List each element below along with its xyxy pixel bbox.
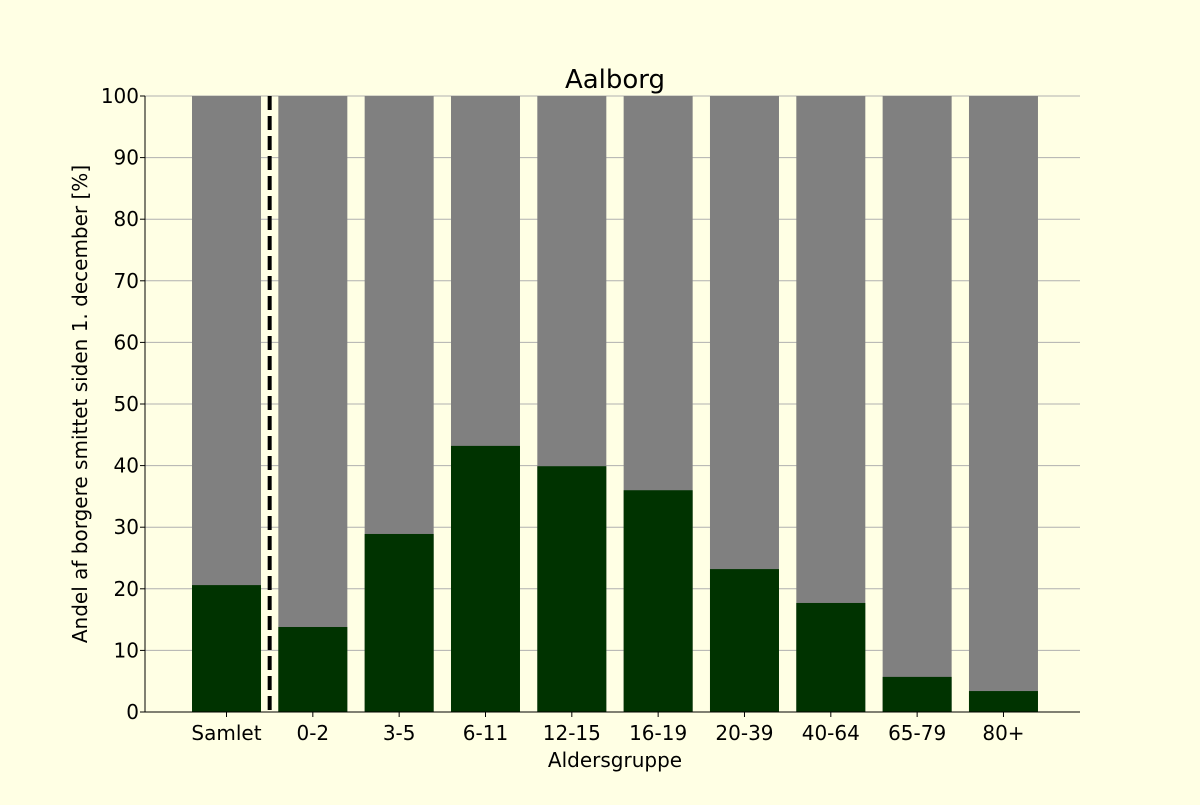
bar-total	[968, 96, 1038, 712]
bar-total	[278, 96, 348, 712]
y-tick-label: 0	[126, 700, 139, 724]
x-tick-label: 65-79	[888, 721, 946, 745]
chart-title: Aalborg	[565, 65, 665, 95]
y-tick-label: 70	[114, 269, 139, 293]
x-tick-label: 0-2	[296, 721, 329, 745]
x-tick-label: 12-15	[543, 721, 601, 745]
bar-infected	[796, 602, 866, 712]
bar-infected	[882, 676, 952, 712]
bar-infected	[968, 691, 1038, 712]
x-axis-label: Aldersgruppe	[548, 748, 682, 772]
bar-total	[882, 96, 952, 712]
bar-infected	[192, 585, 261, 712]
bar-infected	[709, 569, 779, 712]
y-tick-labels: 0 10 20 30 40 50 60 70 80 90 100	[101, 84, 145, 724]
x-tick-labels: Samlet 0-2 3-5 6-11 12-15 16-19 20-39 40-64 65-7…	[191, 712, 1025, 745]
bar-infected	[450, 445, 520, 712]
x-tick-label: 20-39	[715, 721, 773, 745]
bar-infected	[623, 490, 693, 712]
x-tick-label: 6-11	[463, 721, 508, 745]
y-tick-label: 20	[114, 577, 139, 601]
x-tick-label: Samlet	[191, 721, 261, 745]
x-tick-label: 16-19	[629, 721, 687, 745]
y-tick-label: 40	[114, 454, 139, 478]
y-tick-label: 80	[114, 207, 139, 231]
bar-infected	[278, 626, 348, 712]
y-tick-label: 50	[114, 392, 139, 416]
y-tick-label: 10	[114, 638, 139, 662]
x-tick-label: 80+	[982, 721, 1024, 745]
x-tick-label: 40-64	[802, 721, 860, 745]
y-axis-label: Andel af borgere smittet siden 1. decemb…	[68, 165, 92, 643]
x-tick-label: 3-5	[383, 721, 416, 745]
y-tick-label: 60	[114, 330, 139, 354]
y-tick-label: 90	[114, 146, 139, 170]
bar-infected	[537, 466, 607, 712]
bar-infected	[364, 533, 434, 712]
bars	[192, 96, 1038, 712]
y-tick-label: 30	[114, 515, 139, 539]
y-tick-label: 100	[101, 84, 139, 108]
